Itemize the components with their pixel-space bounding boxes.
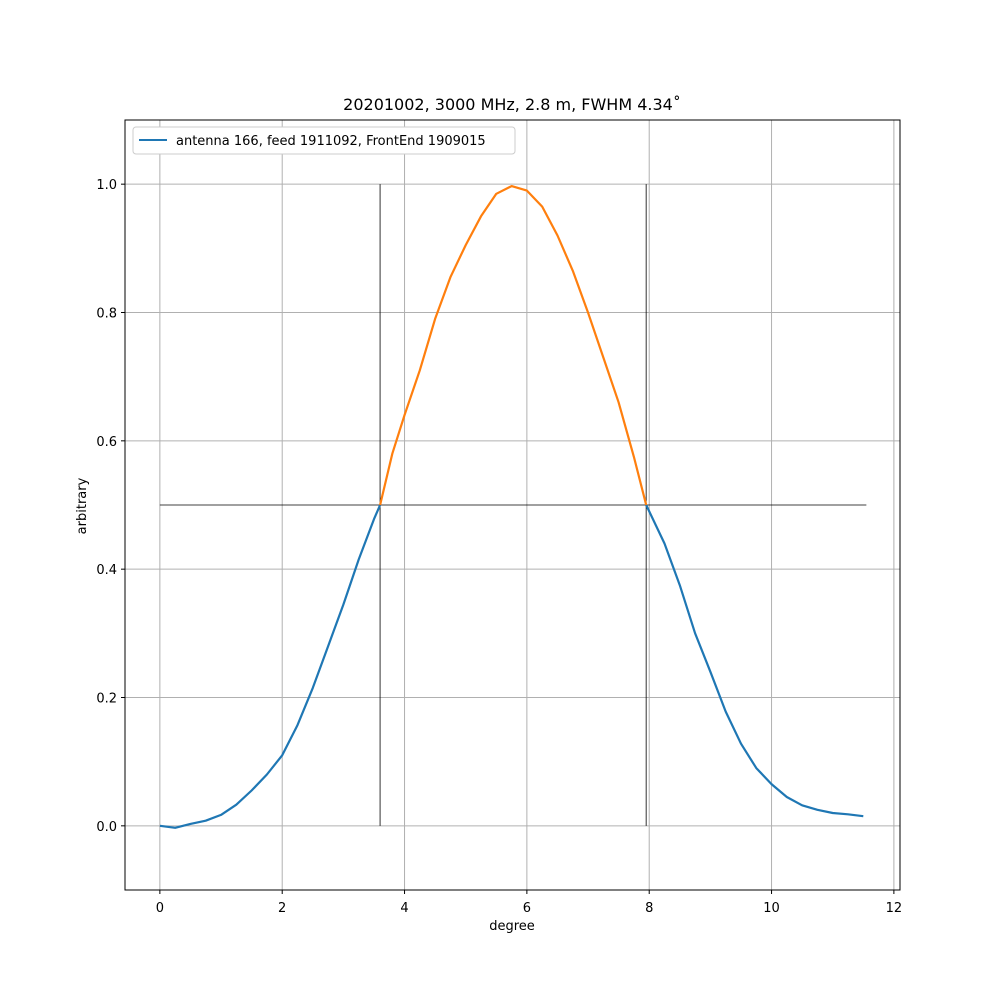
y-tick-label: 0.2 (96, 692, 117, 707)
chart-title: 20201002, 3000 MHz, 2.8 m, FWHM 4.34˚ (343, 95, 681, 114)
series-line-tails (159, 504, 382, 829)
series-layer (159, 185, 864, 829)
x-tick-label: 4 (400, 901, 408, 916)
x-tick-label: 6 (523, 901, 531, 916)
x-tick-label: 12 (886, 901, 903, 916)
series-line-main-lobe (379, 185, 648, 506)
y-tick-label: 0.4 (96, 563, 117, 578)
y-tick-label: 0.0 (96, 820, 117, 835)
x-axis-label: degree (489, 919, 535, 934)
y-tick-label: 0.6 (96, 435, 117, 450)
y-tick-label: 0.8 (96, 307, 117, 322)
x-tick-label: 0 (156, 901, 164, 916)
tick-layer: 0 2 4 6 8 10 12 0.0 0.2 0.4 0.6 0.8 1.0 (96, 178, 902, 916)
legend-entry: antenna 166, feed 1911092, FrontEnd 1909… (176, 134, 486, 149)
series-line-tails (645, 504, 864, 818)
x-tick-label: 8 (645, 901, 653, 916)
y-axis-label: arbitrary (75, 477, 90, 534)
legend: antenna 166, feed 1911092, FrontEnd 1909… (132, 126, 516, 155)
reference-lines (159, 184, 867, 826)
legend-box (132, 126, 516, 155)
x-tick-label: 10 (763, 901, 780, 916)
x-tick-label: 2 (278, 901, 286, 916)
plot-frame (124, 119, 901, 891)
y-tick-label: 1.0 (96, 178, 117, 193)
